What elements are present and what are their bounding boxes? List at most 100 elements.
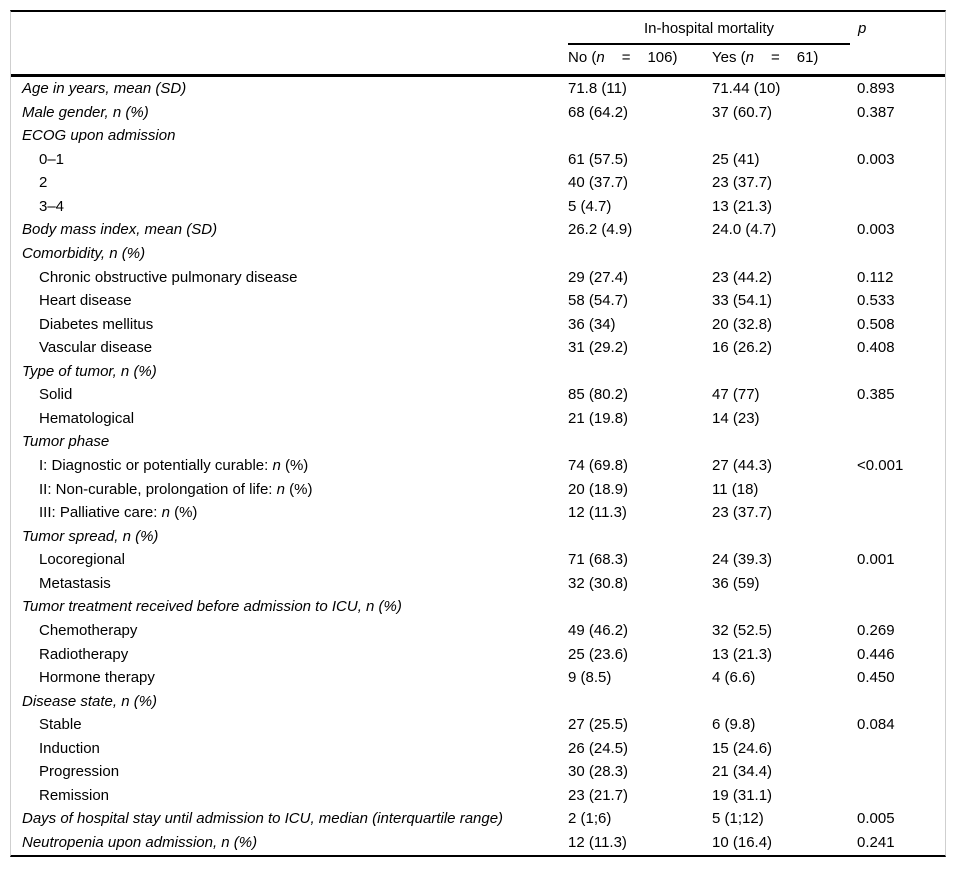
table-row: Chronic obstructive pulmonary disease 29 … <box>11 266 945 290</box>
col-header-no: No (n = 106) <box>568 45 712 74</box>
table-row: Metastasis 32 (30.8) 36 (59) <box>11 572 945 596</box>
cell-p: <0.001 <box>857 457 904 474</box>
cell-p <box>857 407 945 431</box>
cell-p: 0.446 <box>857 645 895 663</box>
table-row: Tumor spread, n (%) <box>11 525 945 549</box>
table-row: II: Non-curable, prolongation of life: n… <box>11 478 945 502</box>
cell-p <box>857 195 945 219</box>
cell-no: 29 (27.4) <box>568 268 629 286</box>
cell-p: 0.003 <box>857 150 895 168</box>
cell-p: 0.893 <box>857 80 895 97</box>
cell-p <box>857 360 945 384</box>
cell-no: 12 (11.3) <box>568 834 627 851</box>
cell-yes: 36 (59) <box>712 574 760 592</box>
cell-no: 12 (11.3) <box>568 504 627 522</box>
cell-yes: 33 (54.1) <box>712 292 773 310</box>
table-row: Solid 85 (80.2) 47 (77) 0.385 <box>11 383 945 407</box>
header-empty-cell <box>11 12 568 46</box>
cell-yes: 15 (24.6) <box>712 739 773 757</box>
cell-yes: 11 (18) <box>712 480 759 498</box>
cell-p: 0.508 <box>857 315 895 333</box>
cell-yes: 23 (44.2) <box>712 268 773 286</box>
cell-p <box>857 595 945 619</box>
row-label: Chemotherapy <box>39 621 138 639</box>
cell-yes: 6 (9.8) <box>712 716 756 734</box>
study-table: In-hospital mortality p No (n = 106) Yes (… <box>10 10 946 857</box>
cell-p <box>857 690 945 714</box>
cell-no: 85 (80.2) <box>568 386 629 404</box>
cell-yes <box>712 525 857 549</box>
table-row: Chemotherapy 49 (46.2) 32 (52.5) 0.269 <box>11 619 945 643</box>
table-row: Age in years, mean (SD) 71.8 (11) 71.44 (1… <box>11 77 945 101</box>
cell-no <box>568 242 712 266</box>
cell-no <box>568 430 712 454</box>
cell-yes: 13 (21.3) <box>712 645 773 663</box>
cell-no: 20 (18.9) <box>568 480 629 498</box>
row-label: Diabetes mellitus <box>39 315 154 333</box>
cell-yes <box>712 430 857 454</box>
table-row: Stable 27 (25.5) 6 (9.8) 0.084 <box>11 713 945 737</box>
row-label: Disease state, n (%) <box>22 692 158 710</box>
row-label: ECOG upon admission <box>22 127 176 145</box>
cell-yes: 5 (1;12) <box>712 810 764 828</box>
row-label: Progression <box>39 763 120 781</box>
cell-yes <box>712 690 857 714</box>
cell-no: 27 (25.5) <box>568 716 629 734</box>
row-label: Stable <box>39 716 82 734</box>
cell-yes: 71.44 (10) <box>712 80 781 97</box>
cell-yes: 24 (39.3) <box>712 551 773 569</box>
row-label: Tumor treatment received before admissio… <box>22 598 402 616</box>
cell-p: 0.450 <box>857 669 895 687</box>
cell-p: 0.001 <box>857 551 895 569</box>
cell-yes: 24.0 (4.7) <box>712 221 777 239</box>
cell-no: 71 (68.3) <box>568 551 629 569</box>
col-header-yes-n: n <box>745 49 754 66</box>
row-label: Radiotherapy <box>39 645 129 663</box>
col-header-yes-prefix: Yes ( <box>712 49 746 66</box>
cell-no: 2 (1;6) <box>568 810 612 828</box>
row-label: Remission <box>39 786 110 804</box>
row-label: I: Diagnostic or potentially curable: n … <box>39 457 309 474</box>
cell-p: 0.387 <box>857 103 895 121</box>
row-label: Days of hospital stay until admission to… <box>22 810 504 828</box>
table-row: Locoregional 71 (68.3) 24 (39.3) 0.001 <box>11 548 945 572</box>
cell-p: 0.408 <box>857 339 895 357</box>
cell-p <box>857 784 945 808</box>
table-row: Body mass index, mean (SD) 26.2 (4.9) 24.0… <box>11 218 945 242</box>
row-label: II: Non-curable, prolongation of life: n… <box>39 480 313 498</box>
row-label: Male gender, n (%) <box>22 103 149 121</box>
cell-p <box>857 124 945 148</box>
cell-yes: 37 (60.7) <box>712 103 773 121</box>
cell-no: 31 (29.2) <box>568 339 629 357</box>
cell-p: 0.533 <box>857 292 895 310</box>
cell-yes: 14 (23) <box>712 409 760 427</box>
row-label: Tumor spread, n (%) <box>22 527 159 545</box>
table-row: Vascular disease 31 (29.2) 16 (26.2) 0.408 <box>11 336 945 360</box>
row-label: Hormone therapy <box>39 669 155 687</box>
table-row: Tumor treatment received before admissio… <box>11 595 945 619</box>
cell-yes: 23 (37.7) <box>712 174 773 192</box>
row-label: Heart disease <box>39 292 132 310</box>
cell-no: 26.2 (4.9) <box>568 221 633 239</box>
cell-yes: 32 (52.5) <box>712 621 773 639</box>
row-label: Solid <box>39 386 73 404</box>
cell-yes: 10 (16.4) <box>712 834 773 851</box>
cell-no: 32 (30.8) <box>568 574 629 592</box>
cell-yes: 25 (41) <box>712 150 760 168</box>
header-empty-cell <box>857 45 945 74</box>
table-row: Progression 30 (28.3) 21 (34.4) <box>11 760 945 784</box>
row-label: 3–4 <box>39 197 65 215</box>
cell-yes <box>712 124 857 148</box>
row-label: Metastasis <box>39 574 111 592</box>
header-subcolumns-row: No (n = 106) Yes (n = 61) <box>11 45 945 74</box>
header-group-row: In-hospital mortality p <box>11 12 945 45</box>
row-label: Chronic obstructive pulmonary disease <box>39 268 298 286</box>
cell-no: 30 (28.3) <box>568 763 629 781</box>
cell-no: 71.8 (11) <box>568 80 627 97</box>
table-row: Tumor phase <box>11 430 945 454</box>
table-rows: Age in years, mean (SD) 71.8 (11) 71.44 (1… <box>11 77 945 855</box>
cell-no <box>568 595 712 619</box>
table-row: Induction 26 (24.5) 15 (24.6) <box>11 737 945 761</box>
cell-no: 68 (64.2) <box>568 103 629 121</box>
